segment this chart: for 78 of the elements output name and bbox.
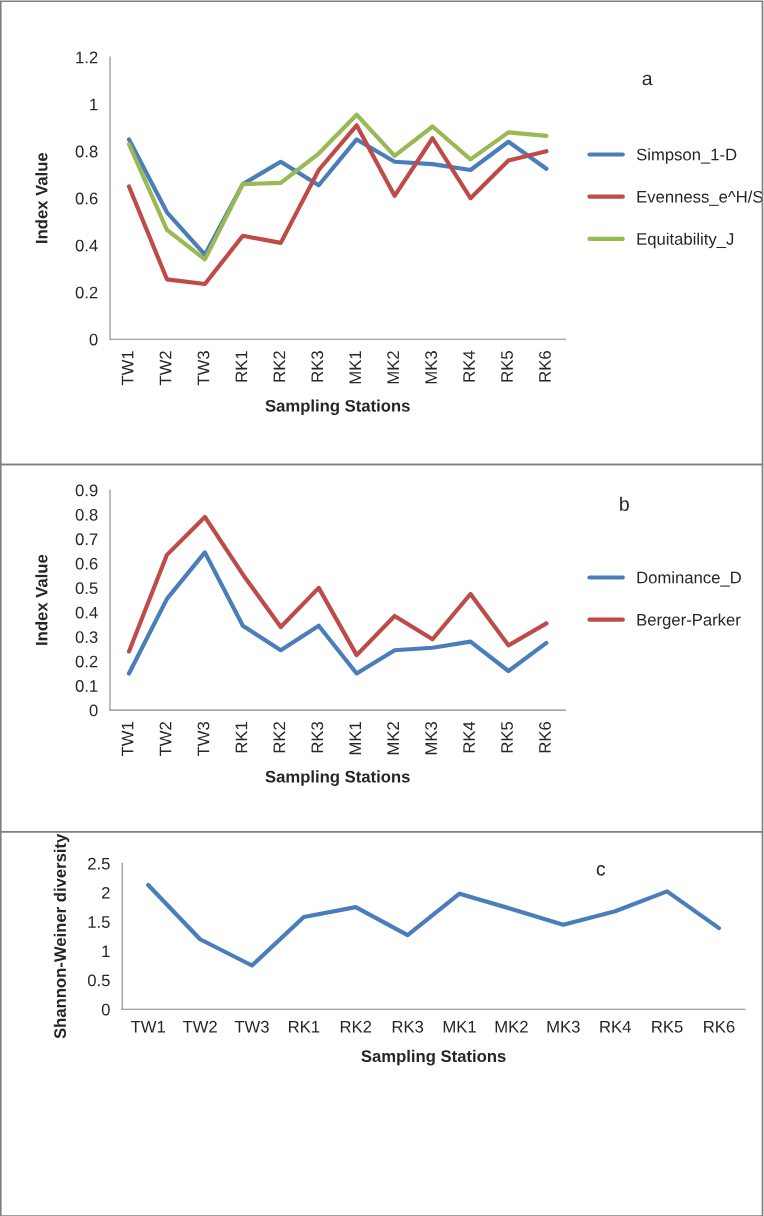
y-tick-label: 0.5	[87, 974, 110, 987]
line-series	[146, 882, 722, 968]
x-tick-label: MK1	[443, 1021, 476, 1033]
x-tick-label: MK3	[547, 1020, 580, 1033]
legend-label: Dominance_D	[637, 571, 741, 587]
x-tick-label: TW3	[197, 351, 210, 386]
x-tick-label: MK3	[425, 721, 438, 755]
x-tick-label: TW1	[121, 722, 134, 757]
x-tick-label: MK1	[349, 351, 361, 384]
y-tick-label: 0	[89, 333, 98, 346]
y-tick-label: 0.2	[75, 286, 98, 299]
x-tick-label: MK1	[349, 722, 361, 755]
x-tick-label: RK6	[539, 351, 551, 382]
y-tick-label: 0	[89, 704, 98, 717]
x-tick-label: RK4	[463, 350, 475, 382]
y-tick-label: 0.5	[75, 582, 98, 595]
y-tick-label: 0.4	[75, 239, 98, 252]
y-tick-label: 1.5	[88, 916, 110, 928]
x-axis-title: Sampling Stations	[361, 1049, 506, 1066]
x-tick-label: RK6	[539, 721, 551, 753]
text: a	[642, 74, 653, 86]
legend-label: Berger-Parker	[637, 613, 741, 629]
x-tick-label: RK1	[235, 351, 248, 382]
y-tick-label: 0.6	[75, 557, 98, 570]
y-tick-label: 0.8	[75, 508, 98, 521]
x-tick-label: RK5	[501, 721, 513, 753]
x-tick-label: RK4	[600, 1021, 631, 1033]
x-tick-label: MK2	[387, 351, 399, 384]
y-axis-title: Shannon-Weiner diversity	[53, 833, 70, 1039]
y-tick-label: 0.7	[75, 533, 98, 546]
y-axis-title: Index Value	[35, 554, 48, 645]
y-tick-label: 0.1	[75, 680, 98, 692]
line-series	[126, 550, 549, 676]
x-tick-label: RK2	[340, 1020, 372, 1033]
legend-label: Simpson_1-D	[636, 148, 737, 164]
legend-label: Equitability_J	[637, 232, 734, 249]
y-tick-label: 0.3	[75, 631, 98, 643]
x-tick-label: TW1	[130, 1021, 165, 1033]
y-tick-label: 0.4	[75, 606, 98, 619]
x-tick-label: RK1	[289, 1021, 320, 1033]
x-axis-title: Sampling Stations	[265, 399, 410, 416]
x-tick-label: TW2	[159, 722, 172, 757]
annotation: c	[596, 865, 606, 876]
x-axis-title: Sampling Stations	[265, 770, 410, 786]
x-tick-label: RK3	[392, 1020, 424, 1033]
x-tick-label: RK4	[463, 721, 475, 753]
y-axis-title: Index Value	[35, 152, 48, 243]
x-tick-label: TW3	[234, 1020, 269, 1033]
y-tick-label: 2	[102, 886, 110, 899]
x-tick-label: MK3	[425, 351, 438, 384]
y-tick-label: 1	[102, 945, 110, 957]
y-tick-label: 1.2	[76, 51, 98, 64]
x-tick-label: RK6	[704, 1020, 735, 1033]
x-tick-label: MK2	[495, 1020, 528, 1033]
x-tick-label: TW3	[197, 721, 210, 757]
x-tick-label: TW1	[121, 351, 134, 386]
line-series	[126, 514, 549, 658]
x-tick-label: MK2	[387, 722, 399, 755]
x-tick-label: RK5	[652, 1021, 683, 1033]
x-tick-label: TW2	[182, 1020, 217, 1033]
x-tick-label: RK3	[311, 351, 324, 382]
line-series	[126, 112, 549, 262]
x-tick-label: RK1	[235, 722, 248, 753]
x-tick-label: RK2	[273, 351, 286, 382]
y-tick-label: 0.8	[75, 145, 98, 158]
x-tick-label: RK3	[311, 721, 324, 753]
x-tick-label: RK5	[501, 351, 513, 382]
x-tick-label: TW2	[159, 351, 172, 386]
y-tick-label: 0.9	[75, 484, 98, 497]
y-tick-label: 1	[90, 98, 98, 111]
legend-label: Evenness_e^H/S	[637, 190, 763, 206]
line-series	[126, 123, 549, 287]
y-tick-label: 0.2	[75, 655, 98, 668]
text: b	[620, 496, 629, 511]
x-tick-label: RK2	[273, 722, 286, 753]
y-tick-label: 2.5	[88, 857, 110, 870]
y-tick-label: 0.6	[75, 192, 98, 205]
y-tick-label: 0	[101, 1003, 110, 1016]
